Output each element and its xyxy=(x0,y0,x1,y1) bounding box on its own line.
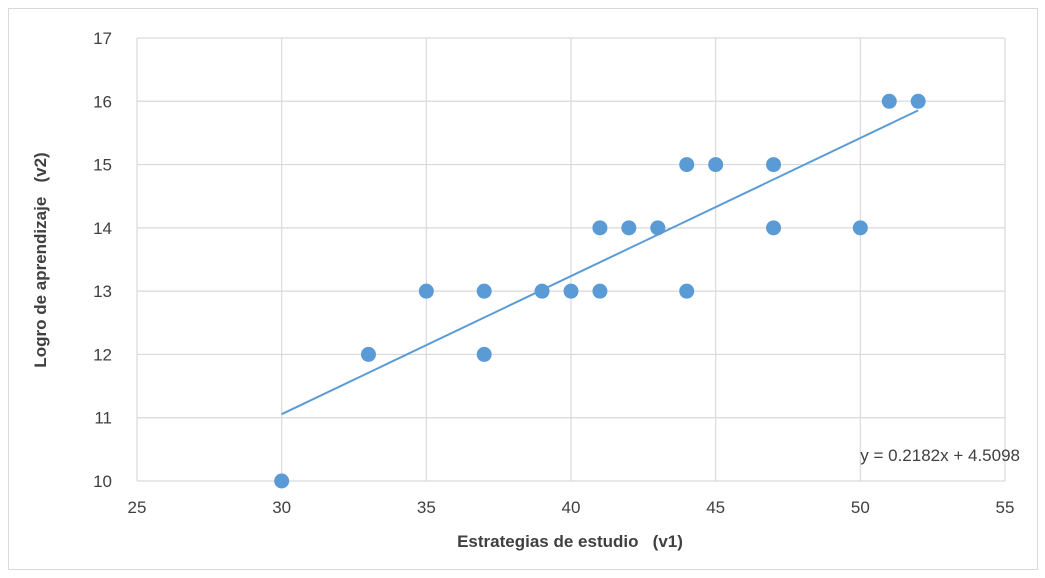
x-tick-label: 25 xyxy=(128,498,147,517)
y-tick-label: 13 xyxy=(93,282,112,301)
y-tick-labels: 10 11 12 13 14 15 16 17 xyxy=(93,29,112,491)
data-point xyxy=(852,220,868,236)
y-tick-label: 17 xyxy=(93,29,112,48)
data-point xyxy=(418,283,434,299)
y-tick-label: 15 xyxy=(93,156,112,175)
data-point xyxy=(274,473,290,489)
x-tick-label: 35 xyxy=(417,498,436,517)
data-points xyxy=(274,93,926,489)
x-tick-labels: 25 30 35 40 45 50 55 xyxy=(128,498,1015,517)
x-tick-label: 30 xyxy=(272,498,291,517)
data-point xyxy=(476,283,492,299)
trendline xyxy=(281,109,919,416)
data-point xyxy=(766,157,782,173)
x-tick-label: 55 xyxy=(996,498,1015,517)
data-point xyxy=(881,93,897,109)
x-tick-label: 45 xyxy=(706,498,725,517)
data-point xyxy=(910,93,926,109)
data-point xyxy=(592,283,608,299)
chart-frame xyxy=(8,8,1038,570)
data-point xyxy=(650,220,666,236)
y-axis-title: Logro de aprendizaje (v2) xyxy=(31,152,50,367)
data-point xyxy=(766,220,782,236)
data-point xyxy=(534,283,550,299)
data-point xyxy=(679,157,695,173)
x-axis-title: Estrategias de estudio (v1) xyxy=(457,532,683,551)
y-tick-label: 14 xyxy=(93,219,112,238)
x-tick-label: 50 xyxy=(851,498,870,517)
data-point xyxy=(592,220,608,236)
data-point xyxy=(563,283,579,299)
x-tick-label: 40 xyxy=(562,498,581,517)
y-tick-label: 12 xyxy=(93,345,112,364)
y-tick-label: 11 xyxy=(94,409,112,428)
gridlines xyxy=(136,37,1006,482)
y-tick-label: 16 xyxy=(93,92,112,111)
data-point xyxy=(360,346,376,362)
trendline-equation: y = 0.2182x + 4.5098 xyxy=(860,446,1020,465)
y-tick-label: 10 xyxy=(93,472,112,491)
data-point xyxy=(679,283,695,299)
data-point xyxy=(476,346,492,362)
data-point xyxy=(621,220,637,236)
data-point xyxy=(708,157,724,173)
